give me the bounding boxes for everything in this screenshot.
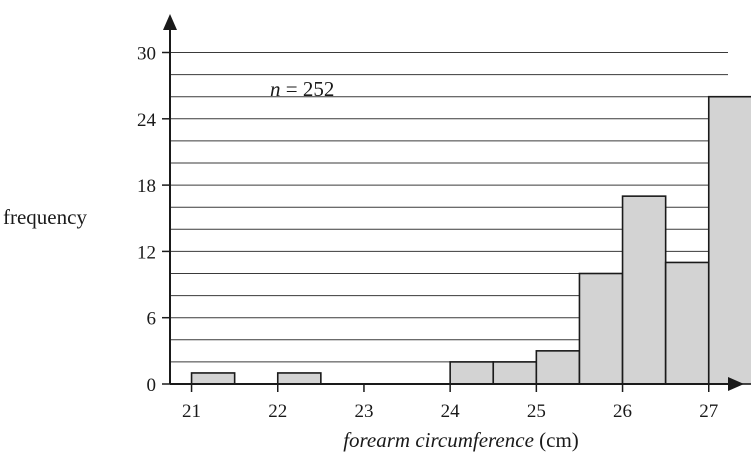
x-tick-label: 24 bbox=[441, 401, 461, 422]
y-tick-label: 6 bbox=[147, 309, 157, 330]
histogram-bar bbox=[578, 272, 624, 385]
histogram-bar bbox=[492, 361, 538, 385]
histogram-bar bbox=[707, 95, 751, 385]
y-tick-label: 24 bbox=[137, 110, 157, 131]
histogram-bar bbox=[621, 195, 667, 385]
y-tick-label: 0 bbox=[147, 375, 157, 396]
histogram-bar bbox=[449, 361, 495, 385]
x-axis-label: forearm circumference (cm) bbox=[343, 428, 579, 452]
bars bbox=[190, 95, 751, 385]
x-tick-label: 21 bbox=[182, 401, 201, 422]
y-ticks: 0 6 12 18 24 30 bbox=[137, 44, 170, 396]
x-tick-label: 26 bbox=[613, 401, 632, 422]
gridlines bbox=[170, 52, 728, 363]
x-tick-label: 22 bbox=[268, 401, 287, 422]
axes bbox=[163, 14, 744, 391]
y-axis-arrow bbox=[163, 14, 177, 30]
x-ticks: 21222324252627282930313233 bbox=[182, 384, 718, 422]
x-tick-label: 23 bbox=[354, 401, 373, 422]
y-tick-label: 30 bbox=[137, 44, 156, 65]
sample-size-annotation: n = 252 bbox=[270, 77, 334, 101]
y-axis-label: frequency bbox=[3, 205, 87, 229]
x-tick-label: 25 bbox=[527, 401, 546, 422]
histogram-bar bbox=[276, 372, 322, 385]
x-tick-label: 27 bbox=[699, 401, 718, 422]
histogram-bar bbox=[664, 261, 710, 385]
y-tick-label: 18 bbox=[137, 176, 156, 197]
y-tick-label: 12 bbox=[137, 242, 156, 263]
histogram-bar bbox=[535, 350, 581, 385]
x-axis-arrow bbox=[728, 377, 744, 391]
histogram-bar bbox=[190, 372, 236, 385]
